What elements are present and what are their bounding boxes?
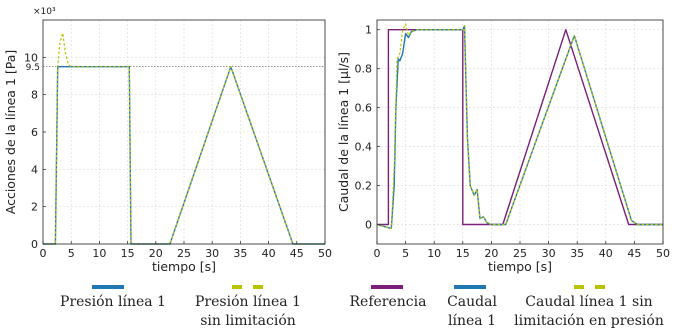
legend-label: Caudal línea 1 sin	[525, 294, 652, 310]
y-tick-label: 10	[24, 51, 38, 64]
series-line-3	[376, 23, 663, 229]
x-tick-label: 25	[513, 247, 527, 260]
x-tick-label: 25	[177, 247, 191, 260]
x-tick-label: 35	[233, 247, 247, 260]
legend-item: Presión línea 1	[60, 285, 166, 310]
series-line-2	[43, 32, 325, 245]
legend-label: Presión línea 1	[60, 294, 166, 310]
legend-label-line2: sin limitación	[200, 313, 296, 329]
x-tick-label: 20	[149, 247, 163, 260]
y-tick-label: 0.8	[355, 63, 373, 76]
chart-1: 9.5 0 5 10 15 20 25 30 35 40 45 50 0 2 4 6 8 10 tiempo [s]…	[3, 7, 332, 274]
x-tick-label: 0	[374, 247, 381, 260]
legend-label-line2: línea 1	[448, 313, 496, 329]
reference-line-label: 9.5	[26, 63, 40, 73]
x-tick-label: 10	[427, 247, 441, 260]
y-tick-label: 1	[365, 24, 372, 37]
x-tick-label: 0	[40, 247, 47, 260]
x-tick-label: 35	[570, 247, 584, 260]
y-tick-label: 0.6	[355, 102, 373, 115]
x-tick-label: 40	[599, 247, 613, 260]
y-tick-label: 0	[365, 219, 372, 232]
x-tick-label: 15	[456, 247, 470, 260]
y-tick-label: 4	[31, 163, 38, 176]
x-tick-label: 5	[402, 247, 409, 260]
x-tick-label: 45	[627, 247, 641, 260]
y-axis-label: Acciones de la línea 1 [Pa]	[3, 50, 18, 215]
y-tick-label: 0.4	[355, 141, 373, 154]
y-tick-label: 2	[31, 201, 38, 214]
x-tick-label: 5	[68, 247, 75, 260]
x-tick-label: 15	[121, 247, 135, 260]
x-tick-label: 45	[290, 247, 304, 260]
legend-item: Presión línea 1 sin limitación	[195, 285, 301, 329]
x-tick-label: 40	[262, 247, 276, 260]
x-tick-label: 30	[542, 247, 556, 260]
series-line-1	[377, 29, 663, 226]
x-axis-label: tiempo [s]	[488, 259, 552, 274]
legend-item: Caudal línea 1 sin limitación en presión	[514, 285, 664, 329]
y-axis-label: Caudal de la línea 1 [µl/s]	[336, 52, 351, 212]
legend-item: Referencia	[350, 285, 427, 310]
x-tick-label: 20	[484, 247, 498, 260]
legend-label-line2: limitación en presión	[514, 313, 664, 329]
x-tick-label: 50	[656, 247, 670, 260]
x-tick-label: 50	[318, 247, 332, 260]
legend-left: Presión línea 1 Presión línea 1 sin limita…	[60, 285, 301, 329]
y-tick-label: 8	[31, 89, 38, 102]
x-tick-label: 10	[92, 247, 106, 260]
legend-label: Caudal	[447, 294, 497, 310]
y-multiplier: ×10³	[33, 7, 56, 17]
legend-label: Referencia	[350, 294, 427, 310]
legend-item: Caudal línea 1	[447, 285, 497, 329]
legend-right: Referencia Caudal línea 1 Caudal línea 1 si…	[350, 285, 664, 329]
x-axis-label: tiempo [s]	[152, 259, 216, 274]
x-tick-label: 30	[205, 247, 219, 260]
y-tick-label: 6	[31, 126, 38, 139]
y-tick-label: 0.2	[355, 180, 373, 193]
y-tick-label: 0	[31, 238, 38, 251]
legend-label: Presión línea 1	[195, 294, 301, 310]
chart-2: 0 5 10 15 20 25 30 35 40 45 50 0 0.2 0.4 0.6 0.8 1 tiempo…	[336, 19, 670, 274]
